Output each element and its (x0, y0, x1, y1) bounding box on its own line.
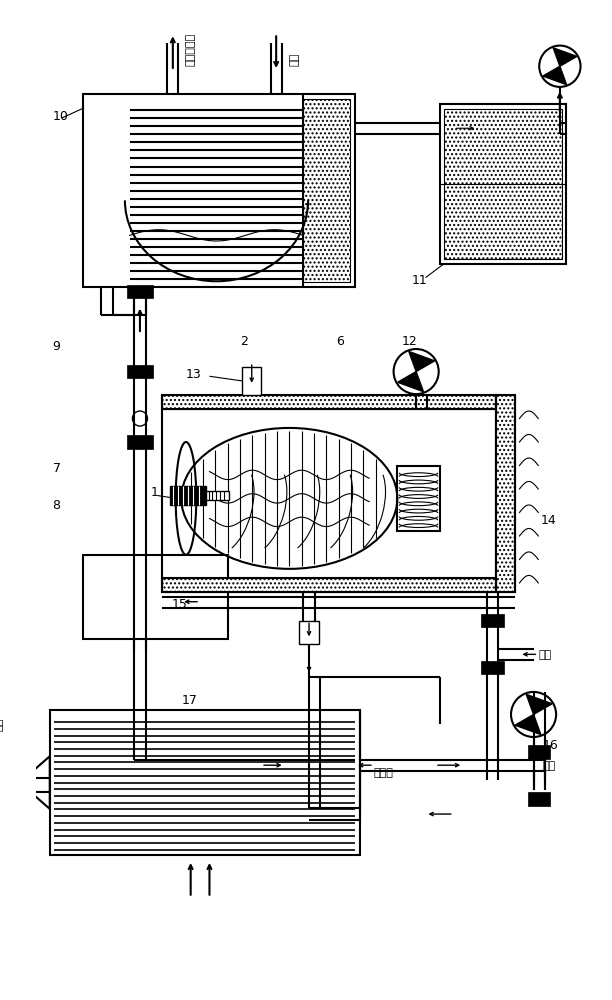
Bar (163, 578, 496, 592)
Bar (439, 104, 567, 264)
Bar (127, 285, 153, 298)
Text: 8: 8 (53, 499, 61, 512)
Text: 11: 11 (411, 274, 427, 287)
Text: 13: 13 (186, 368, 202, 381)
Bar (496, 395, 515, 592)
Text: 10: 10 (53, 110, 69, 123)
Text: 2: 2 (241, 335, 248, 348)
Bar (163, 578, 496, 592)
Bar (299, 621, 319, 644)
Bar (528, 792, 550, 806)
Text: 16: 16 (543, 739, 559, 752)
Text: 热废气: 热废气 (374, 768, 394, 778)
Bar (170, 486, 206, 505)
Bar (163, 395, 496, 409)
Text: 热水或蔻汽: 热水或蔻汽 (186, 33, 196, 66)
Text: 17: 17 (181, 694, 197, 707)
Bar (481, 661, 504, 674)
Text: 冷水: 冷水 (289, 53, 299, 66)
Bar (496, 395, 515, 592)
Bar (83, 555, 228, 639)
Text: 14: 14 (541, 514, 557, 527)
Text: 12: 12 (402, 335, 418, 348)
Bar (528, 745, 550, 759)
Text: 物料: 物料 (539, 650, 551, 660)
Text: 1: 1 (151, 486, 158, 499)
Bar (397, 466, 439, 531)
Bar (481, 614, 504, 627)
Polygon shape (543, 66, 567, 85)
Bar (127, 365, 153, 378)
Text: 7: 7 (53, 462, 61, 475)
Polygon shape (515, 714, 541, 735)
Text: 9: 9 (53, 340, 61, 353)
Polygon shape (409, 351, 435, 372)
Bar (206, 491, 229, 500)
Bar (50, 710, 360, 855)
Bar (127, 435, 153, 449)
Text: 热风: 热风 (543, 761, 556, 771)
Bar (163, 395, 496, 409)
Bar (444, 109, 562, 259)
Bar (83, 94, 355, 287)
Text: 15: 15 (172, 598, 188, 611)
Polygon shape (553, 48, 577, 66)
Text: 6: 6 (336, 335, 344, 348)
Polygon shape (526, 694, 552, 714)
Text: 废气: 废气 (0, 718, 3, 731)
Bar (242, 367, 261, 395)
Bar (304, 99, 351, 282)
Polygon shape (398, 372, 424, 392)
